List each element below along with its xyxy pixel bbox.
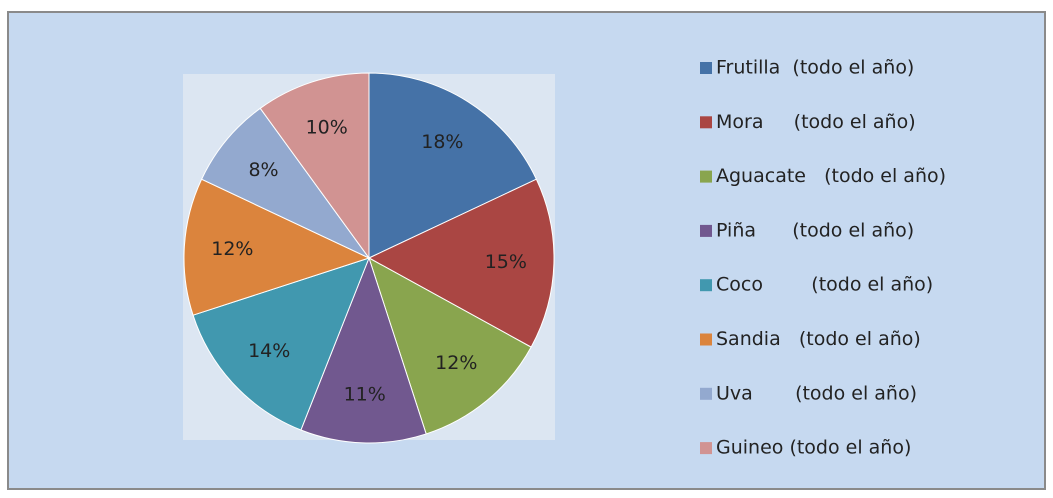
pie-slice <box>368 72 538 259</box>
legend-label: Frutilla (todo el año) <box>716 57 914 79</box>
pie-slice <box>367 178 555 348</box>
legend-label: Guineo (todo el año) <box>716 437 911 459</box>
legend-swatch <box>700 387 712 400</box>
slice-label: 11% <box>344 383 386 405</box>
slice-label: 10% <box>306 116 348 138</box>
slice-label: 8% <box>248 159 278 181</box>
pie-slice <box>300 256 427 444</box>
legend-swatch <box>700 116 712 129</box>
legend-label: Mora (todo el año) <box>716 111 916 133</box>
slice-label: 15% <box>485 251 527 273</box>
legend-swatch <box>700 62 712 74</box>
pie-slice <box>200 107 370 259</box>
legend-label: Coco (todo el año) <box>716 274 933 296</box>
legend-label: Piña (todo el año) <box>716 219 914 241</box>
legend-swatch <box>700 224 712 237</box>
legend-label: Sandia (todo el año) <box>716 328 921 350</box>
legend-label: Uva (todo el año) <box>716 382 917 404</box>
legend-swatch <box>700 279 712 292</box>
legend-label: Aguacate (todo el año) <box>716 165 946 187</box>
slice-label: 18% <box>421 131 463 153</box>
slice-label: 14% <box>248 340 290 362</box>
pie-slice <box>259 72 370 260</box>
legend-swatch <box>700 170 712 183</box>
slice-label: 12% <box>435 352 477 374</box>
slice-label: 12% <box>211 238 253 260</box>
pie-slice <box>368 256 532 435</box>
pie-slice <box>183 178 371 316</box>
legend-swatch <box>700 442 712 455</box>
legend-swatch <box>700 333 712 346</box>
